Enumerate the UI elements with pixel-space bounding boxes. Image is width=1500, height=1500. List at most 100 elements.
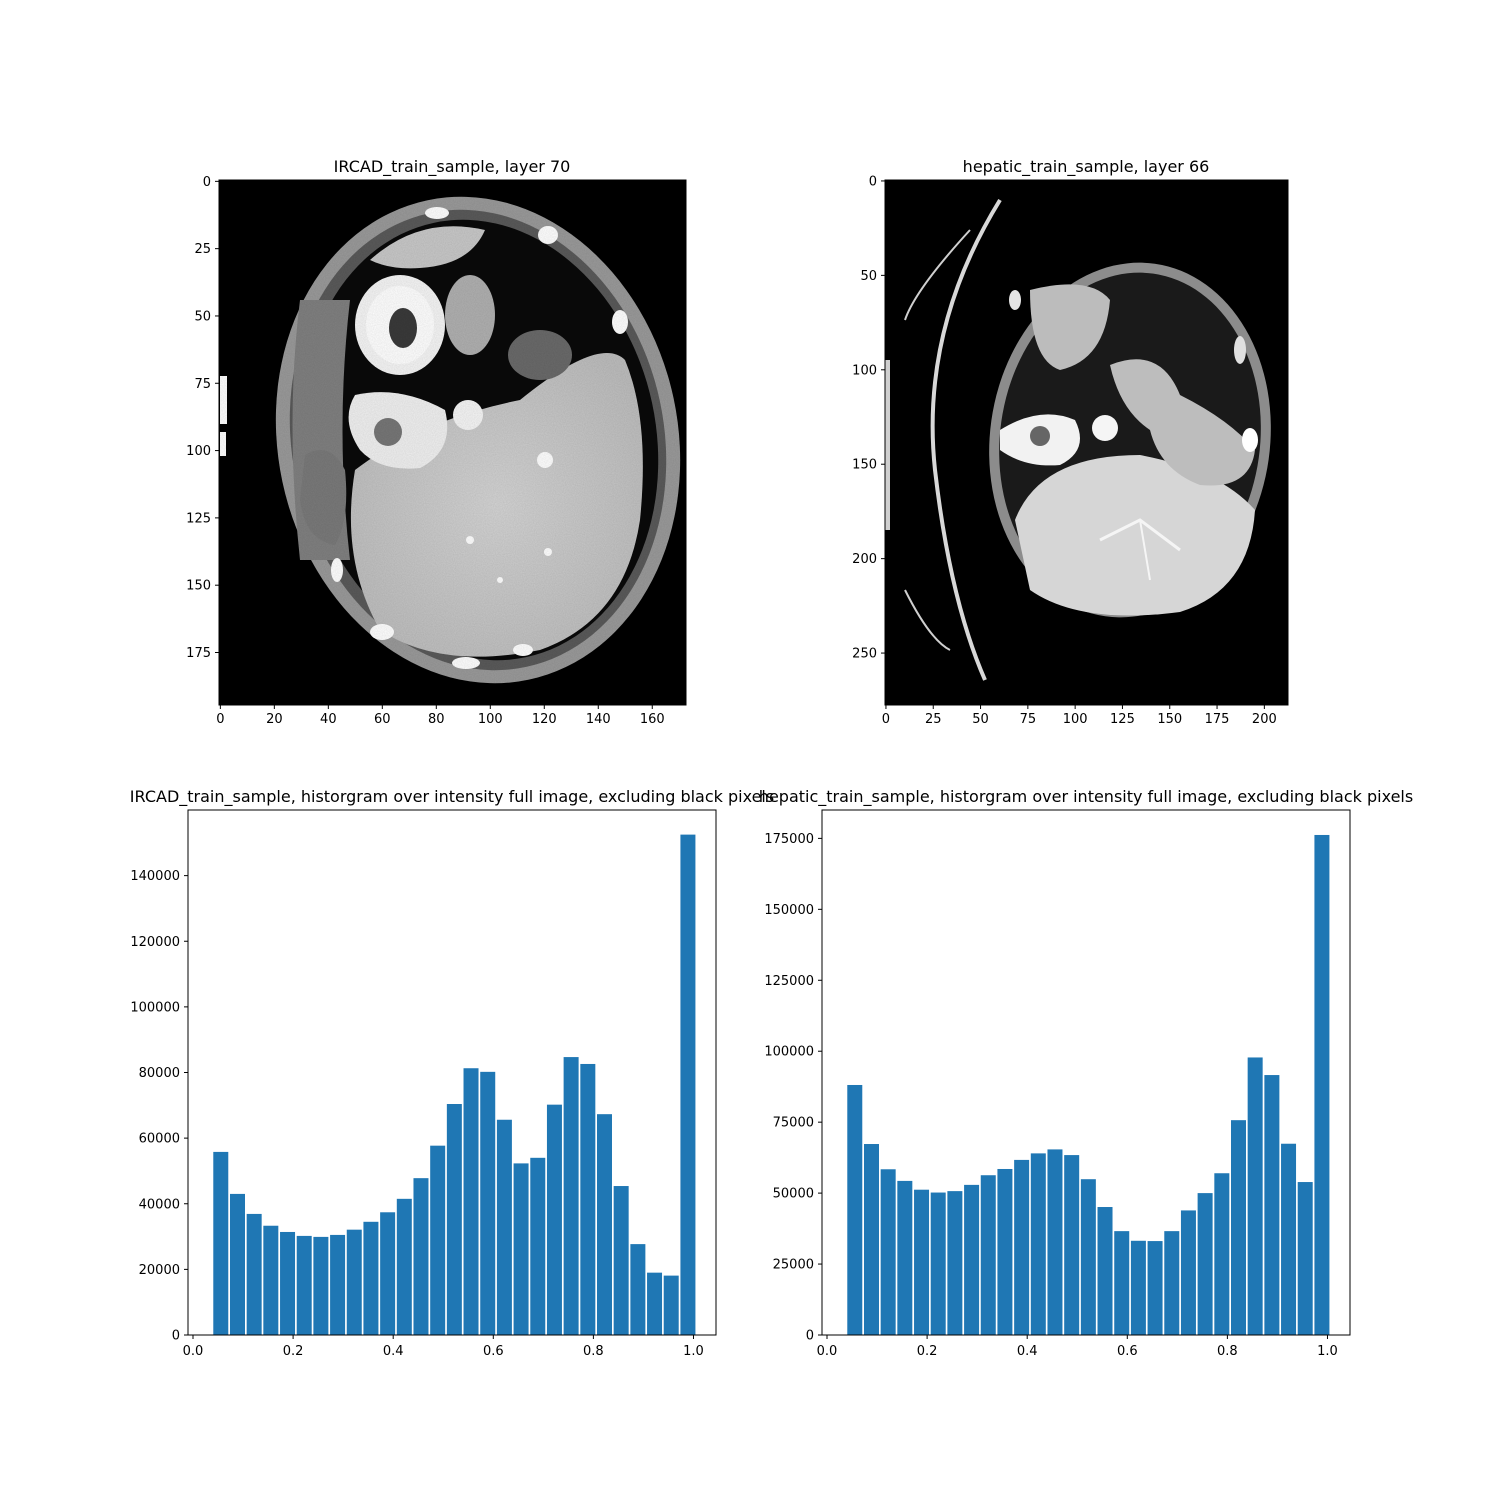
ircad-histogram-bar <box>546 1104 562 1335</box>
hepatic-image-ytick-label: 200 <box>852 552 877 567</box>
ircad-histogram-ytick-label: 80000 <box>139 1066 180 1081</box>
hepatic-histogram-bar <box>1030 1153 1046 1335</box>
hepatic-histogram-bar <box>897 1180 913 1335</box>
hepatic-histogram-bar <box>1281 1143 1297 1335</box>
ircad-histogram-bar <box>396 1198 412 1335</box>
hepatic-histogram-xtick-label: 1.0 <box>1317 1344 1338 1359</box>
ircad-histogram-xtick-label: 1.0 <box>683 1344 704 1359</box>
ircad-histogram-bar <box>380 1212 396 1335</box>
ircad-image-ytick-label: 0 <box>203 175 211 190</box>
hepatic-histogram-bar <box>1097 1207 1113 1335</box>
ircad-histogram-bar <box>296 1235 312 1335</box>
ircad-histogram-bar <box>313 1236 329 1335</box>
ircad-image-ytick-label: 100 <box>186 444 211 459</box>
ircad-image-x-axis: 0 20 40 60 80 100 120 140 160 <box>216 705 665 727</box>
hepatic-histogram-xtick-label: 0.4 <box>1017 1344 1038 1359</box>
hepatic-image-xtick-label: 0 <box>882 712 890 727</box>
hepatic-image-ytick-label: 0 <box>869 174 877 189</box>
hepatic-image-ytick-label: 50 <box>860 269 877 284</box>
ircad-image-xtick-label: 60 <box>374 712 391 727</box>
hepatic-histogram-ytick-label: 100000 <box>764 1045 814 1060</box>
hepatic-histogram-bar <box>1064 1155 1080 1335</box>
ircad-image-xtick-label: 0 <box>216 712 224 727</box>
ircad-histogram-bar <box>363 1221 379 1335</box>
ircad-histogram-bar <box>663 1275 679 1335</box>
ircad-image-xtick-label: 120 <box>532 712 557 727</box>
hepatic-histogram-bar <box>1047 1149 1063 1335</box>
ircad-histogram-bar <box>613 1186 629 1335</box>
ircad-image-ytick-label: 75 <box>194 377 211 392</box>
ircad-image-panel: IRCAD_train_sample, layer 70 <box>186 157 687 727</box>
hepatic-histogram-bar <box>847 1084 863 1335</box>
hepatic-histogram-bar <box>1180 1210 1196 1335</box>
ircad-image-xtick-label: 140 <box>586 712 611 727</box>
ircad-image-ytick-label: 50 <box>194 309 211 324</box>
hepatic-image-xtick-label: 200 <box>1252 712 1277 727</box>
ircad-image-xtick-label: 160 <box>640 712 665 727</box>
hepatic-histogram-title: hepatic_train_sample, historgram over in… <box>759 787 1413 807</box>
hepatic-histogram-bar <box>980 1175 996 1335</box>
ircad-image-xtick-label: 40 <box>320 712 337 727</box>
ircad-histogram-ytick-label: 20000 <box>139 1263 180 1278</box>
ircad-histogram-bar <box>630 1244 646 1335</box>
hepatic-histogram-bar <box>1130 1240 1146 1335</box>
hepatic-histogram-panel: hepatic_train_sample, historgram over in… <box>759 787 1413 1359</box>
hepatic-histogram-bar <box>1247 1057 1263 1335</box>
hepatic-histogram-bar <box>1230 1120 1246 1335</box>
hepatic-histogram-bar <box>947 1191 963 1335</box>
ircad-histogram-bar <box>513 1163 529 1335</box>
hepatic-histogram-ytick-label: 75000 <box>773 1116 814 1131</box>
ircad-histogram-panel: IRCAD_train_sample, historgram over inte… <box>130 787 774 1359</box>
hepatic-image-y-axis: 0 50 100 150 200 250 <box>852 174 885 662</box>
hepatic-histogram-bar <box>1197 1193 1213 1335</box>
hepatic-histogram-xtick-label: 0.0 <box>817 1344 838 1359</box>
ircad-histogram-bar <box>213 1151 229 1335</box>
ircad-histogram-bar <box>430 1145 446 1335</box>
hepatic-histogram-bar <box>1214 1173 1230 1335</box>
hepatic-image-xtick-label: 75 <box>1020 712 1037 727</box>
hepatic-image-title: hepatic_train_sample, layer 66 <box>963 157 1210 177</box>
ircad-histogram-xtick-label: 0.4 <box>383 1344 404 1359</box>
hepatic-histogram-ytick-label: 175000 <box>764 832 814 847</box>
ircad-image-title: IRCAD_train_sample, layer 70 <box>334 157 571 177</box>
ircad-image-xtick-label: 20 <box>266 712 283 727</box>
hepatic-histogram-xtick-label: 0.2 <box>917 1344 938 1359</box>
ircad-histogram-xtick-label: 0.8 <box>583 1344 604 1359</box>
hepatic-histogram-ytick-label: 50000 <box>773 1187 814 1202</box>
hepatic-histogram-xtick-label: 0.6 <box>1117 1344 1138 1359</box>
hepatic-histogram-bar <box>930 1192 946 1335</box>
hepatic-image-ytick-label: 250 <box>852 647 877 662</box>
ircad-histogram-bar <box>647 1272 663 1335</box>
ircad-histogram-ytick-label: 40000 <box>139 1197 180 1212</box>
hepatic-image-xtick-label: 100 <box>1063 712 1088 727</box>
hepatic-histogram-x-axis: 0.0 0.2 0.4 0.6 0.8 1.0 <box>817 1335 1338 1359</box>
hepatic-histogram-ytick-label: 0 <box>806 1329 814 1344</box>
hepatic-histogram-xtick-label: 0.8 <box>1217 1344 1238 1359</box>
hepatic-histogram-bar <box>1014 1159 1030 1335</box>
hepatic-image-xtick-label: 25 <box>925 712 942 727</box>
hepatic-histogram-bar <box>997 1168 1013 1335</box>
ircad-histogram-bar <box>330 1234 346 1335</box>
ircad-histogram-bar <box>680 834 696 1335</box>
hepatic-histogram-ytick-label: 25000 <box>773 1258 814 1273</box>
ircad-image-xtick-label: 80 <box>428 712 445 727</box>
ircad-histogram-bar <box>280 1231 296 1335</box>
ircad-histogram-ytick-label: 100000 <box>130 1000 180 1015</box>
ct-slice-hepatic <box>885 180 1288 705</box>
hepatic-histogram-bar <box>1264 1075 1280 1335</box>
ircad-histogram-x-axis: 0.0 0.2 0.4 0.6 0.8 1.0 <box>183 1335 704 1359</box>
hepatic-histogram-bar <box>1147 1241 1163 1335</box>
ircad-histogram-xtick-label: 0.2 <box>283 1344 304 1359</box>
ircad-histogram-bar <box>530 1157 546 1335</box>
hepatic-histogram-bar <box>914 1189 930 1335</box>
ircad-histogram-bar <box>596 1114 612 1335</box>
hepatic-histogram-bar <box>964 1184 980 1335</box>
ircad-image-y-axis: 0 25 50 75 100 125 150 175 <box>186 175 219 661</box>
hepatic-image-ytick-label: 100 <box>852 363 877 378</box>
hepatic-histogram-bar <box>1297 1182 1313 1335</box>
ircad-histogram-bar <box>246 1213 262 1335</box>
ircad-image-ytick-label: 125 <box>186 511 211 526</box>
ircad-histogram-bar <box>413 1178 429 1335</box>
ircad-image-ytick-label: 150 <box>186 579 211 594</box>
